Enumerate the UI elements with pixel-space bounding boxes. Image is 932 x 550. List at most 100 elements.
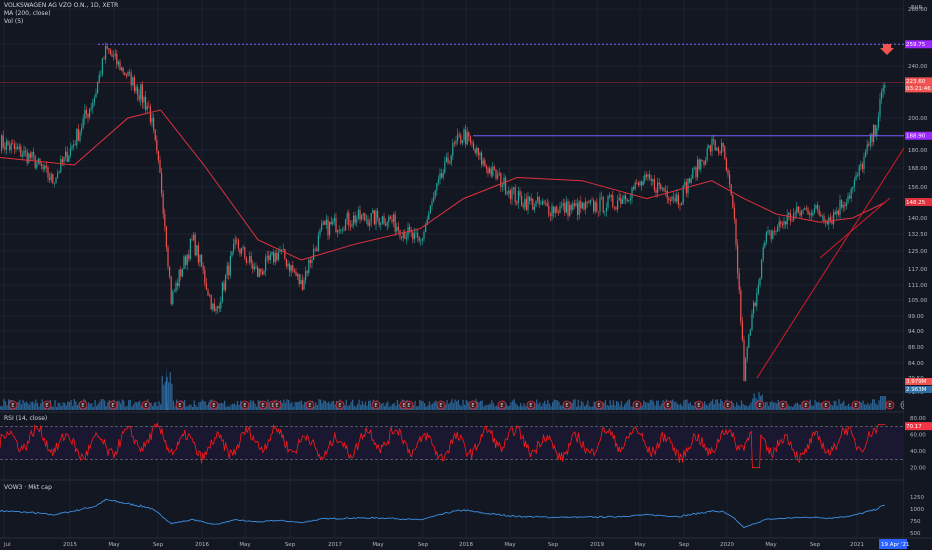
earnings-event-marker[interactable]: E: [694, 400, 704, 410]
earnings-event-marker[interactable]: E: [371, 400, 381, 410]
mktcap-label[interactable]: VOW3 · Mkt cap: [4, 484, 52, 491]
candle-body: [290, 265, 292, 272]
volume-bar: [787, 404, 789, 410]
event-circle-icon: [258, 400, 268, 410]
candle-body: [477, 148, 479, 156]
candle-body: [335, 217, 337, 233]
candle-body: [858, 165, 860, 176]
candle-body: [223, 282, 225, 291]
earnings-event-marker[interactable]: E: [108, 400, 118, 410]
earnings-event-marker[interactable]: E: [885, 400, 895, 410]
earnings-event-marker[interactable]: E: [526, 400, 536, 410]
candle-body: [879, 99, 881, 117]
volume-bar: [134, 401, 136, 410]
current-date-badge: 19 Apr '21: [879, 539, 910, 549]
rsi-value-badge-text: 70.17: [906, 424, 922, 430]
earnings-event-marker[interactable]: E: [141, 400, 151, 410]
candle-body: [201, 254, 203, 267]
volume-bar: [289, 403, 291, 410]
volume-bar: [28, 404, 31, 410]
earnings-event-marker[interactable]: E: [778, 400, 788, 410]
earnings-event-marker[interactable]: E: [42, 400, 52, 410]
earnings-event-marker[interactable]: E: [436, 400, 446, 410]
volume-bar: [20, 404, 23, 410]
earnings-event-marker[interactable]: E: [258, 400, 268, 410]
candle-body: [721, 142, 723, 153]
candle-body: [804, 208, 806, 210]
event-markers[interactable]: EEEEEEEEEEEEEEEEEEEEEEEEEEEEEEEED: [8, 400, 910, 410]
event-marker-label: E: [565, 403, 568, 409]
volume-bar: [812, 405, 815, 410]
candle-body: [423, 231, 425, 239]
earnings-event-marker[interactable]: E: [723, 400, 733, 410]
earnings-event-marker[interactable]: E: [632, 400, 642, 410]
event-circle-icon: [723, 400, 733, 410]
candle-body: [588, 202, 590, 204]
price-tick-label: 84.00: [908, 361, 924, 367]
earnings-event-marker[interactable]: E: [851, 400, 861, 410]
volume-bar: [123, 400, 125, 410]
earnings-event-marker[interactable]: E: [663, 400, 673, 410]
symbol-title[interactable]: VOLKSWAGEN AG VZO O.N., 1D, XETR: [4, 2, 119, 9]
earnings-event-marker[interactable]: E: [404, 400, 414, 410]
vol-legend[interactable]: Vol (5): [4, 18, 24, 25]
volume-bar: [446, 400, 448, 410]
candle-body: [57, 172, 59, 178]
volume-bar: [19, 400, 21, 410]
candle-body: [65, 151, 67, 157]
candle-body: [673, 196, 675, 198]
earnings-event-marker[interactable]: E: [497, 400, 507, 410]
candle-body: [522, 205, 524, 208]
earnings-event-marker[interactable]: E: [175, 400, 185, 410]
volume-bar: [139, 400, 141, 410]
earnings-event-marker[interactable]: E: [594, 400, 604, 410]
candle-body: [839, 200, 841, 215]
volume-bar: [737, 405, 739, 410]
candle-body: [452, 142, 454, 156]
candle-body: [509, 190, 511, 200]
ma-legend[interactable]: MA (200, close): [4, 10, 51, 17]
earnings-event-marker[interactable]: E: [272, 400, 282, 410]
candle-body: [599, 197, 601, 212]
candle-body: [127, 72, 129, 76]
candle-body: [657, 182, 659, 193]
event-marker-label: E: [407, 403, 410, 409]
time-axis[interactable]: Jul 2015 May Sep 2016 May Sep 2017 May Sep 2018 May…: [0, 537, 932, 550]
candle-body: [653, 179, 655, 190]
last-price-badge-bg: [905, 77, 932, 86]
earnings-event-marker[interactable]: E: [801, 400, 811, 410]
volume-bar: [878, 400, 880, 410]
earnings-event-marker[interactable]: E: [468, 400, 478, 410]
volume-bar: [24, 402, 26, 410]
candle-body: [249, 256, 251, 262]
volume-bar: [491, 400, 493, 410]
candle-body: [316, 248, 318, 251]
earnings-event-marker[interactable]: E: [209, 400, 219, 410]
volume-bar: [40, 403, 42, 410]
volume-bar: [792, 406, 794, 410]
earnings-event-marker[interactable]: E: [755, 400, 765, 410]
earnings-event-marker[interactable]: E: [8, 400, 18, 410]
earnings-event-marker[interactable]: E: [335, 400, 345, 410]
earnings-event-marker[interactable]: E: [821, 400, 831, 410]
candle-body: [66, 151, 68, 162]
candle-body: [663, 187, 665, 192]
candle-body: [263, 270, 265, 275]
earnings-event-marker[interactable]: E: [562, 400, 572, 410]
price-axis[interactable]: EUR280.00260.00240.00220.00200.00180.001…: [904, 0, 932, 538]
volume-bar: [235, 405, 237, 410]
rsi-label[interactable]: RSI (14, close): [4, 415, 48, 422]
volume-bar: [648, 402, 650, 410]
candle-body: [545, 203, 547, 204]
volume-bar: [64, 402, 66, 410]
candle-body: [431, 201, 433, 206]
earnings-event-marker[interactable]: E: [305, 400, 315, 410]
candle-body: [413, 233, 415, 240]
event-circle-icon: [632, 400, 642, 410]
candle-body: [628, 200, 630, 202]
time-tick-label: May: [239, 542, 251, 548]
candle-body: [508, 190, 510, 194]
earnings-event-marker[interactable]: E: [78, 400, 88, 410]
earnings-event-marker[interactable]: E: [240, 400, 250, 410]
